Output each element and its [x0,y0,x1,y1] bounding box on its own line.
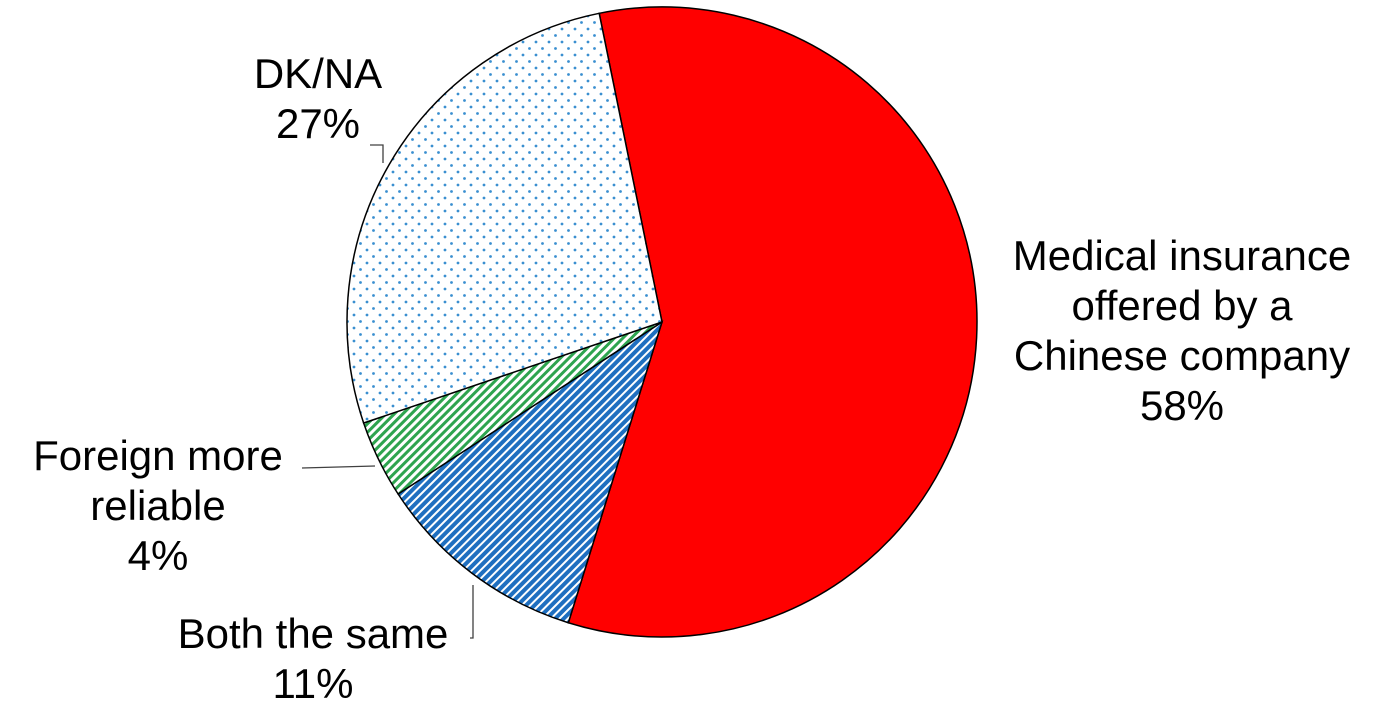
data-label-line: Medical insurance [1013,232,1352,279]
data-label-line: Both the same [178,610,449,657]
data-label-both-the-same: Both the same 11% [178,610,449,707]
data-label-line: 4% [128,532,189,579]
data-label-line: Chinese company [1014,332,1350,379]
data-label-line: reliable [90,482,225,529]
data-label-line: Foreign more [33,432,283,479]
leader-line-both-the-same [470,585,474,639]
data-label-line: 58% [1140,382,1224,429]
pie-slice-both-the-same [397,320,664,624]
data-label-line: offered by a [1071,282,1293,329]
leader-line-dk-na [370,144,384,163]
pie-slice-dk-na [346,12,663,424]
data-label-medical-insurance-chinese: Medical insurance offered by a Chinese com… [1013,232,1352,429]
data-label-line: DK/NA [254,50,382,97]
data-label-line: 27% [276,100,360,147]
pie-slice-medical-insurance-chinese [567,6,978,638]
data-label-foreign-more-reliable: Foreign more reliable 4% [33,432,283,579]
data-label-dk-na: DK/NA 27% [254,50,382,147]
leader-line-foreign-more-reliable [301,465,376,469]
data-label-line: 11% [273,660,354,707]
